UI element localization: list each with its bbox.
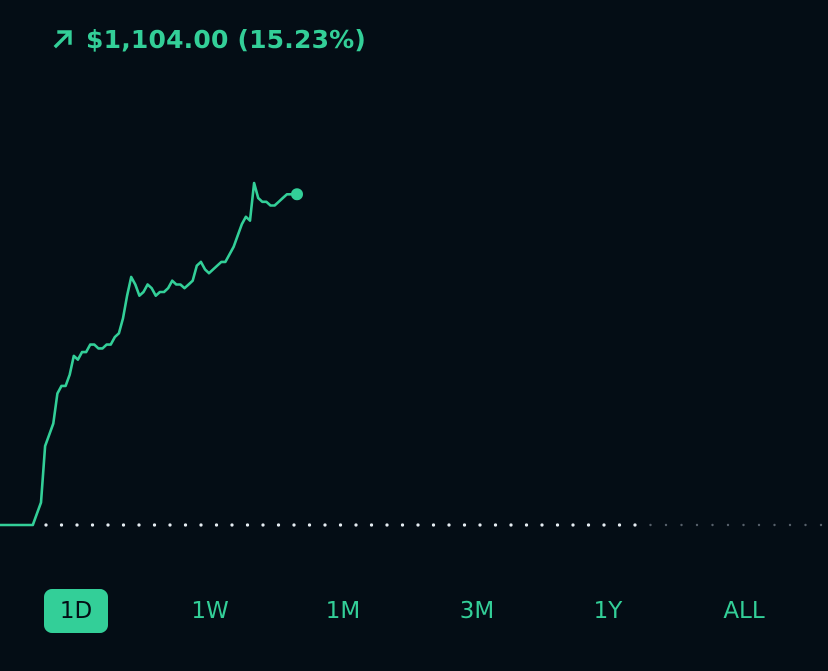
price-series-line [0,181,293,527]
baseline-dot [261,523,265,527]
baseline-dot [307,523,312,527]
baseline-dot [416,523,420,527]
baseline-dot [230,523,234,527]
baseline-dot [385,523,389,527]
baseline-dot [571,523,575,527]
baseline-dot [121,523,126,527]
baseline-dot [695,523,699,527]
range-button-1d[interactable]: 1D [44,589,108,633]
baseline-dot [586,523,591,527]
baseline-dot [323,523,327,527]
baseline-dot [214,523,219,527]
baseline-dot [478,523,482,527]
baseline-dot [369,523,374,527]
baseline-dot [106,523,110,527]
baseline-dot [245,523,250,527]
baseline-dot [711,523,714,527]
baseline-dot [742,523,745,527]
baseline-dot [276,523,281,527]
baseline-dot [292,523,296,527]
baseline-dot [199,523,203,527]
baseline-dot [44,523,48,527]
baseline-dot [649,523,652,527]
baseline-dot [354,523,358,527]
baseline-dot [431,523,436,527]
range-button-1w[interactable]: 1W [191,598,229,624]
baseline-dot [462,523,467,527]
baseline-dot [757,523,761,527]
baseline-dot [509,523,513,527]
baseline-dot [664,523,668,527]
price-change-text: $1,104.00 (15.23%) [86,24,367,54]
arrow-up-right-icon [52,28,74,50]
baseline-dot [338,523,343,527]
baseline-dot [400,523,405,527]
range-button-1m[interactable]: 1M [325,598,361,624]
range-button-1y[interactable]: 1Y [593,598,623,624]
baseline-dot [680,523,683,527]
baseline-dot [168,523,172,527]
intraday-line-chart[interactable] [0,0,828,560]
baseline-dot [90,523,95,527]
baseline-dot [602,523,606,527]
baseline-dot [804,523,807,527]
price-change-row: $1,104.00 (15.23%) [52,22,366,56]
baseline-dot [773,523,776,527]
baseline-dot [633,523,637,527]
baseline-dot [152,523,157,527]
baseline-dot [75,523,79,527]
baseline-dot [555,523,560,527]
baseline-dot [617,523,622,527]
baseline-dot [540,523,544,527]
current-price-marker [291,188,303,201]
baseline-dotted-line [44,523,823,527]
range-button-3m[interactable]: 3M [459,598,495,624]
baseline-dot [59,523,64,527]
baseline-dot [447,523,451,527]
baseline-dot [819,523,823,527]
time-range-selector: 1D 1W 1M 3M 1Y ALL [0,589,828,633]
baseline-dot [493,523,498,527]
baseline-dot [524,523,529,527]
baseline-dot [137,523,141,527]
baseline-dot [183,523,188,527]
baseline-dot [726,523,730,527]
baseline-dot [788,523,792,527]
range-button-all[interactable]: ALL [723,598,765,624]
